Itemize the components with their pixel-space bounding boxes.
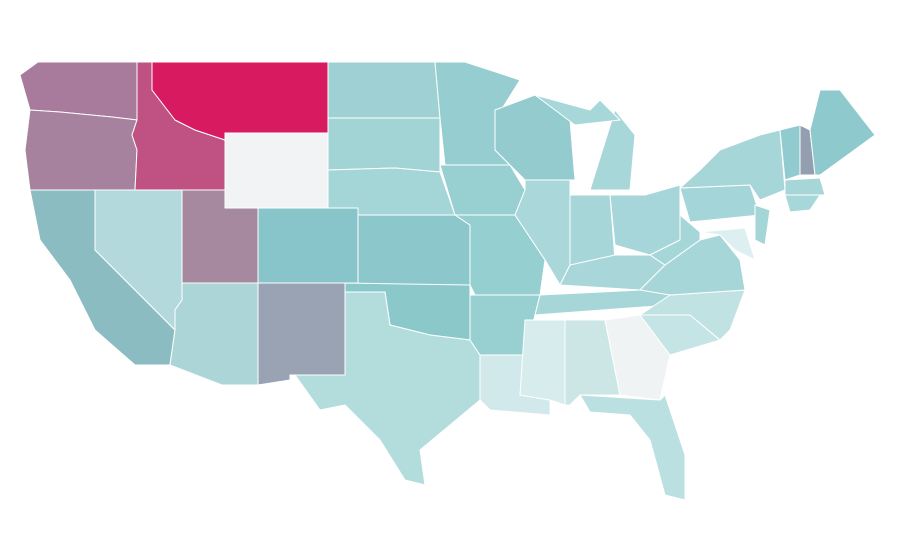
state bbox=[257, 282, 346, 386]
state bbox=[24, 109, 138, 191]
state bbox=[579, 394, 686, 501]
state bbox=[639, 234, 746, 296]
state bbox=[294, 291, 481, 486]
state bbox=[609, 184, 681, 256]
state bbox=[754, 204, 771, 246]
state bbox=[699, 227, 756, 261]
state bbox=[784, 194, 821, 213]
state bbox=[589, 109, 636, 191]
state bbox=[784, 177, 826, 196]
state bbox=[327, 117, 441, 173]
state bbox=[679, 184, 761, 223]
state bbox=[604, 314, 671, 401]
state bbox=[327, 61, 441, 119]
state bbox=[534, 94, 621, 126]
state bbox=[809, 89, 876, 176]
state bbox=[439, 164, 526, 216]
state bbox=[169, 282, 259, 386]
state bbox=[257, 207, 359, 284]
state bbox=[224, 132, 329, 209]
state bbox=[519, 319, 566, 406]
state bbox=[327, 167, 456, 216]
state bbox=[357, 214, 471, 286]
state bbox=[514, 179, 571, 286]
